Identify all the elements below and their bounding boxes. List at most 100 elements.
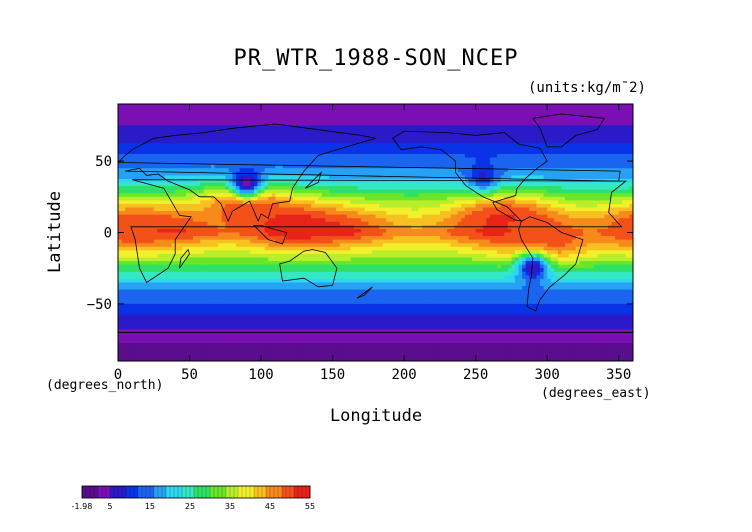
field-cell: [132, 132, 137, 137]
field-cell: [486, 186, 491, 191]
field-cell: [475, 118, 480, 123]
field-cell: [607, 132, 612, 137]
field-cell: [400, 121, 405, 126]
field-cell: [607, 114, 612, 119]
field-cell: [590, 193, 595, 198]
field-cell: [153, 121, 158, 126]
field-cell: [368, 171, 373, 176]
field-cell: [278, 178, 283, 183]
field-cell: [540, 203, 544, 208]
field-cell: [393, 118, 398, 123]
field-cell: [439, 107, 444, 112]
field-cell: [525, 214, 530, 219]
field-cell: [185, 221, 190, 226]
field-cell: [128, 211, 133, 216]
field-cell: [314, 161, 319, 166]
field-cell: [193, 193, 198, 198]
field-cell: [497, 214, 502, 219]
field-cell: [396, 200, 401, 205]
field-cell: [236, 132, 240, 137]
field-cell: [543, 161, 548, 166]
field-cell: [354, 196, 359, 201]
field-cell: [482, 171, 487, 176]
field-cell: [418, 178, 423, 183]
field-cell: [407, 132, 412, 137]
field-cell: [135, 175, 140, 180]
field-cell: [243, 168, 248, 173]
field-cell: [461, 161, 466, 166]
field-cell: [522, 136, 527, 141]
field-cell: [139, 203, 144, 208]
field-cell: [196, 146, 201, 151]
field-cell: [590, 157, 595, 162]
field-cell: [511, 168, 516, 173]
field-cell: [268, 164, 273, 169]
field-cell: [300, 207, 305, 212]
field-cell: [575, 218, 580, 223]
field-cell: [300, 164, 305, 169]
field-cell: [429, 150, 434, 155]
field-cell: [221, 189, 226, 194]
field-cell: [268, 150, 273, 155]
field-cell: [482, 214, 487, 219]
field-cell: [268, 221, 273, 226]
field-cell: [411, 125, 416, 130]
field-cell: [572, 196, 577, 201]
field-cell: [379, 136, 384, 141]
field-cell: [565, 164, 570, 169]
field-cell: [622, 189, 627, 194]
field-cell: [439, 146, 444, 151]
field-cell: [289, 143, 294, 148]
field-cell: [500, 157, 505, 162]
field-cell: [593, 175, 598, 180]
field-cell: [307, 114, 312, 119]
field-cell: [604, 168, 609, 173]
field-cell: [175, 157, 180, 162]
field-cell: [475, 128, 480, 133]
field-cell: [554, 221, 559, 226]
field-cell: [457, 157, 462, 162]
field-cell: [250, 221, 255, 226]
field-cell: [150, 139, 155, 144]
field-cell: [325, 221, 330, 226]
field-cell: [607, 107, 612, 112]
field-cell: [210, 114, 215, 119]
field-cell: [218, 139, 223, 144]
field-cell: [278, 182, 283, 187]
field-cell: [314, 157, 319, 162]
field-cell: [497, 157, 502, 162]
field-cell: [407, 203, 412, 208]
field-cell: [489, 143, 494, 148]
field-cell: [218, 146, 223, 151]
field-cell: [450, 132, 455, 137]
field-cell: [468, 214, 473, 219]
field-cell: [293, 196, 298, 201]
field-cell: [228, 196, 233, 201]
field-cell: [132, 218, 137, 223]
field-cell: [157, 211, 162, 216]
field-cell: [357, 157, 362, 162]
field-cell: [157, 157, 162, 162]
field-cell: [486, 211, 491, 216]
field-cell: [396, 157, 401, 162]
field-cell: [600, 111, 605, 116]
field-cell: [565, 196, 570, 201]
field-cell: [436, 125, 441, 130]
field-cell: [189, 171, 194, 176]
field-cell: [282, 164, 287, 169]
field-cell: [547, 200, 552, 205]
field-cell: [472, 200, 477, 205]
field-cell: [121, 161, 126, 166]
field-cell: [468, 164, 473, 169]
field-cell: [615, 125, 620, 130]
field-cell: [246, 150, 251, 155]
field-cell: [314, 136, 319, 141]
field-cell: [522, 150, 527, 155]
field-cell: [346, 161, 351, 166]
field-cell: [357, 153, 362, 158]
field-cell: [261, 211, 266, 216]
field-cell: [629, 221, 633, 226]
field-cell: [447, 186, 452, 191]
field-cell: [253, 150, 258, 155]
field-cell: [257, 182, 262, 187]
